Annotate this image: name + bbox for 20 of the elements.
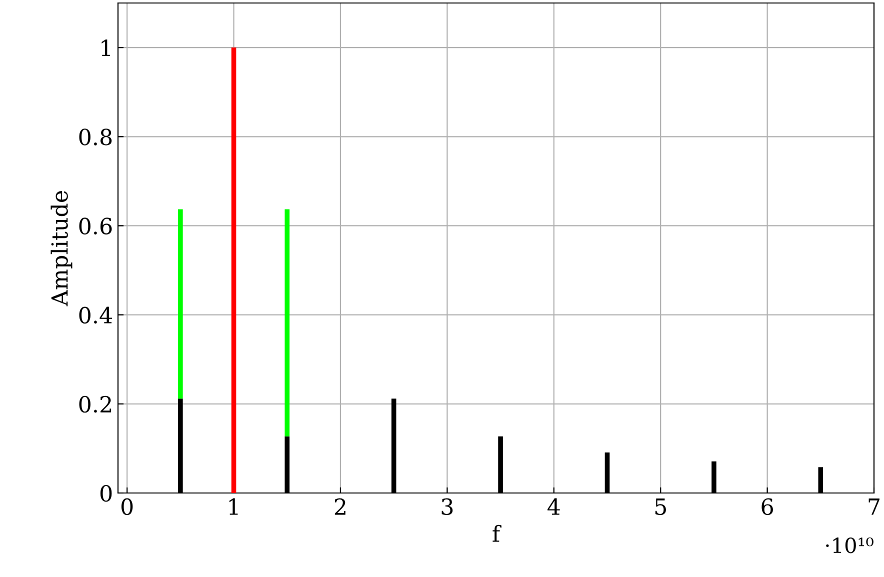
x-tick-label: 6	[762, 498, 773, 516]
y-tick-label: 0	[100, 484, 112, 502]
y-tick-label: 1	[102, 39, 110, 56]
x-tick-label: 4	[548, 498, 560, 515]
y-tick-label: 0.8	[79, 128, 112, 146]
text: ·10¹⁰	[826, 537, 874, 554]
x-axis-title: f	[492, 524, 502, 542]
x-tick-label: 0	[121, 498, 133, 516]
y-axis-title: Amplitude	[50, 191, 72, 306]
bar	[178, 209, 183, 399]
y-tick-label: 0.2	[79, 396, 111, 413]
x-tick-label: 2	[334, 498, 346, 515]
bar	[284, 209, 290, 436]
x-tick-label: 7	[868, 498, 880, 515]
y-tick-label: 0.6	[79, 218, 112, 234]
y-tick-label: 0.4	[79, 306, 112, 324]
x-tick-label: 1	[229, 498, 238, 515]
x-tick-label: 5	[655, 498, 666, 516]
bar	[231, 48, 236, 493]
x-tick-label: 3	[442, 498, 453, 516]
